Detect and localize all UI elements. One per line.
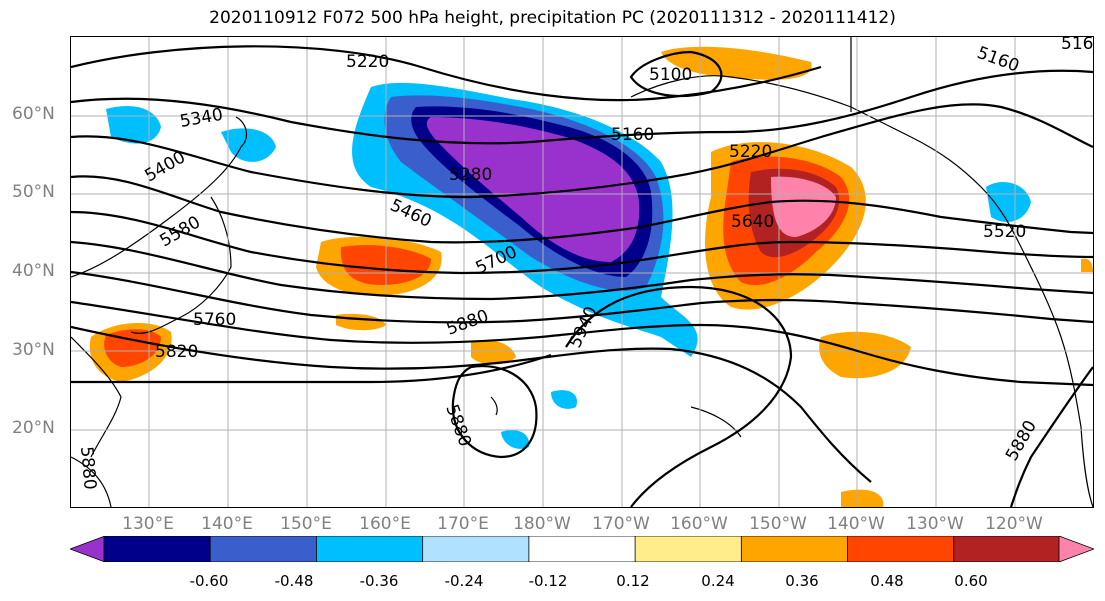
contour-label: 5880	[444, 306, 491, 340]
contour-label: 5820	[155, 342, 198, 362]
colorbar-segment	[209, 536, 318, 562]
colorbar	[70, 536, 1094, 562]
lon-label: 130°E	[122, 514, 174, 534]
contour-label: 5880	[76, 446, 100, 491]
colorbar-segment	[1058, 536, 1094, 562]
contour-label: 5940	[565, 303, 601, 351]
colorbar-segment	[528, 536, 637, 562]
colorbar-tick: -0.24	[444, 572, 484, 590]
contour-label: 5100	[649, 65, 692, 85]
lat-label: 50°N	[12, 182, 55, 202]
lon-label: 150°E	[280, 514, 332, 534]
colorbar-segment	[103, 536, 212, 562]
contour-label: 5760	[193, 310, 236, 330]
contour-label: 5580	[157, 212, 204, 251]
lon-label: 140°W	[827, 514, 885, 534]
lon-label: 180°W	[513, 514, 571, 534]
colorbar-segment	[847, 536, 955, 562]
lon-label: 140°E	[201, 514, 253, 534]
lon-label: 120°W	[985, 514, 1043, 534]
contour-label: 5220	[346, 52, 389, 72]
lat-label: 30°N	[12, 340, 55, 360]
contour-label: 5220	[729, 142, 772, 162]
colorbar-segment	[740, 536, 849, 562]
lon-label: 160°W	[670, 514, 728, 534]
map-canvas: 5220 5160 5160 5340 5400 5280 5160 5220 …	[71, 37, 1093, 507]
negative-precip-anomaly	[106, 82, 1031, 449]
map-panel: 5220 5160 5160 5340 5400 5280 5160 5220 …	[70, 36, 1094, 508]
colorbar-segment	[70, 536, 106, 562]
contour-label: 5640	[731, 212, 774, 232]
lon-label: 160°E	[359, 514, 411, 534]
lat-label: 40°N	[12, 261, 55, 281]
colorbar-segment	[634, 536, 743, 562]
colorbar-segment	[422, 536, 530, 562]
colorbar-segment	[316, 536, 424, 562]
contour-label: 5160	[1061, 37, 1093, 54]
gridlines	[71, 37, 1093, 507]
map-title: 2020110912 F072 500 hPa height, precipit…	[209, 8, 896, 28]
colorbar-tick: 0.48	[870, 572, 904, 590]
colorbar-tick: -0.60	[189, 572, 229, 590]
colorbar-tick: -0.48	[274, 572, 314, 590]
colorbar-tick: -0.12	[528, 572, 568, 590]
contour-label: 5880	[1002, 417, 1041, 464]
colorbar-tick: -0.36	[359, 572, 399, 590]
height-contours	[71, 45, 1093, 507]
contour-label: 5520	[983, 222, 1026, 242]
lon-label: 170°W	[592, 514, 650, 534]
colorbar-segment	[953, 536, 1061, 562]
colorbar-tick: 0.36	[785, 572, 819, 590]
lon-label: 170°E	[437, 514, 489, 534]
colorbar-tick: 0.24	[701, 572, 735, 590]
contour-label: 5880	[441, 402, 475, 449]
colorbar-tick: 0.12	[616, 572, 650, 590]
colorbar-canvas	[70, 536, 1094, 562]
lat-label: 60°N	[12, 104, 55, 124]
lat-label: 20°N	[12, 418, 55, 438]
lon-label: 150°W	[749, 514, 807, 534]
colorbar-tick: 0.60	[954, 572, 988, 590]
lon-label: 130°W	[906, 514, 964, 534]
contour-label: 5280	[449, 165, 492, 185]
coastlines	[71, 37, 1093, 507]
contour-label: 5340	[178, 105, 224, 132]
positive-precip-anomaly	[89, 46, 1093, 507]
contour-label: 5160	[611, 125, 654, 145]
